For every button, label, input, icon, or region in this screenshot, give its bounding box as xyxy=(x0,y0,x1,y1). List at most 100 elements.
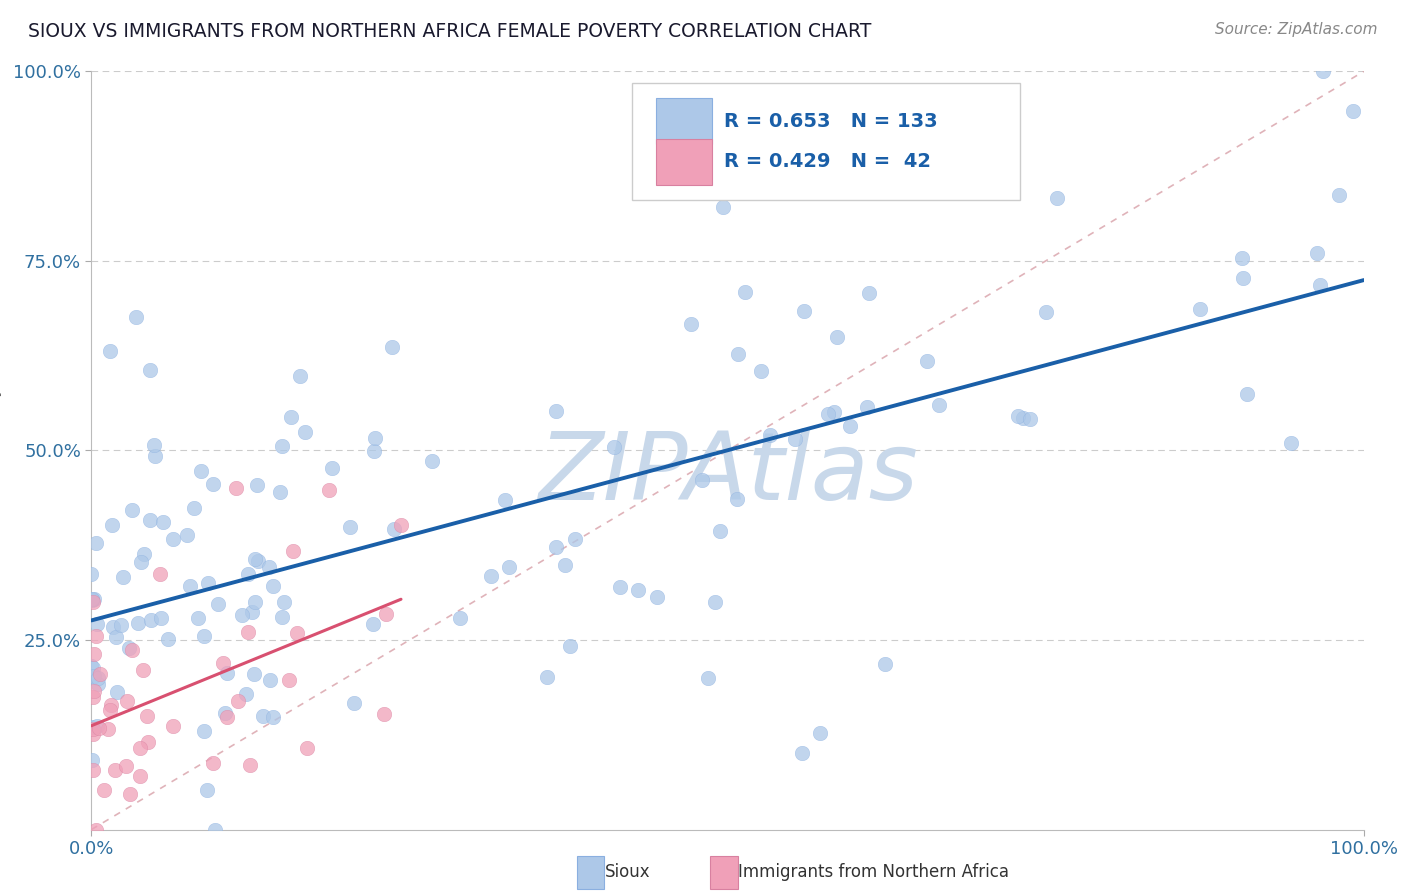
Point xyxy=(80,753,103,767)
Point xyxy=(915,353,938,368)
Point xyxy=(294,425,316,439)
Point xyxy=(374,607,396,621)
Point xyxy=(236,624,259,639)
Point xyxy=(211,656,233,670)
Point xyxy=(373,707,395,722)
Point xyxy=(136,708,159,723)
Text: R = 0.653   N = 133: R = 0.653 N = 133 xyxy=(724,112,938,130)
Point xyxy=(696,671,718,685)
Point xyxy=(98,703,121,717)
Point xyxy=(139,363,162,377)
Point xyxy=(195,782,218,797)
Point xyxy=(235,687,257,701)
Point xyxy=(343,696,366,710)
Point xyxy=(363,443,385,458)
Point xyxy=(546,540,568,554)
Point xyxy=(785,432,807,446)
Point xyxy=(80,720,103,734)
Point xyxy=(142,438,165,452)
Point xyxy=(1327,188,1350,202)
Point xyxy=(273,595,295,609)
Point xyxy=(240,605,263,619)
Point xyxy=(363,616,385,631)
Point xyxy=(734,285,756,299)
Point xyxy=(1046,191,1069,205)
Point xyxy=(271,439,294,453)
Point xyxy=(82,661,104,675)
Point xyxy=(179,579,201,593)
Point xyxy=(839,419,862,434)
Point xyxy=(162,532,184,546)
Point xyxy=(141,613,163,627)
Point xyxy=(231,607,253,622)
Text: ZIPAtlas: ZIPAtlas xyxy=(537,427,918,519)
Point xyxy=(83,647,105,661)
Point xyxy=(201,476,224,491)
Point xyxy=(928,398,950,412)
Point xyxy=(104,763,127,777)
Point xyxy=(692,473,714,487)
Point xyxy=(87,721,110,735)
Point xyxy=(645,591,668,605)
Point xyxy=(100,698,122,712)
FancyBboxPatch shape xyxy=(657,98,713,145)
Point xyxy=(382,522,405,536)
Point xyxy=(281,544,304,558)
Point xyxy=(84,536,107,550)
Point xyxy=(855,400,877,414)
Point xyxy=(87,671,110,685)
Y-axis label: Female Poverty: Female Poverty xyxy=(0,386,1,515)
Point xyxy=(82,594,104,608)
Point xyxy=(128,769,150,783)
Point xyxy=(262,710,284,724)
Point xyxy=(1341,104,1364,119)
Point xyxy=(246,478,269,492)
Point xyxy=(86,677,108,691)
Point xyxy=(318,483,340,498)
Point xyxy=(136,735,159,749)
Point xyxy=(262,579,284,593)
Point xyxy=(190,464,212,478)
Point xyxy=(80,566,103,581)
Point xyxy=(793,304,815,318)
Point xyxy=(603,440,626,454)
Point xyxy=(679,317,702,331)
Point xyxy=(270,609,292,624)
Point xyxy=(495,492,517,507)
Point xyxy=(257,559,280,574)
Point xyxy=(817,407,839,421)
Point xyxy=(132,663,155,677)
Point xyxy=(481,569,503,583)
Point xyxy=(243,595,266,609)
Point xyxy=(554,558,576,572)
Point xyxy=(364,432,387,446)
Point xyxy=(207,597,229,611)
Point xyxy=(162,719,184,733)
Point xyxy=(749,364,772,378)
Point xyxy=(1308,278,1330,293)
Point xyxy=(202,756,225,770)
Point xyxy=(243,552,266,566)
Point xyxy=(1312,64,1334,78)
Point xyxy=(278,673,301,687)
Point xyxy=(252,709,274,723)
Point xyxy=(1306,245,1329,260)
Point xyxy=(107,685,129,699)
Point xyxy=(825,330,848,344)
FancyBboxPatch shape xyxy=(633,83,1021,201)
Point xyxy=(204,822,226,837)
Point xyxy=(217,709,239,723)
Point xyxy=(389,518,412,533)
Point xyxy=(105,630,128,644)
Point xyxy=(873,657,896,671)
Point xyxy=(197,575,219,590)
Point xyxy=(280,410,302,425)
Point xyxy=(758,428,780,442)
Point xyxy=(183,500,205,515)
Point xyxy=(627,583,650,598)
Point xyxy=(80,592,103,607)
Point xyxy=(193,724,215,739)
Point xyxy=(560,639,582,653)
Point xyxy=(110,618,132,632)
Point xyxy=(117,641,139,656)
